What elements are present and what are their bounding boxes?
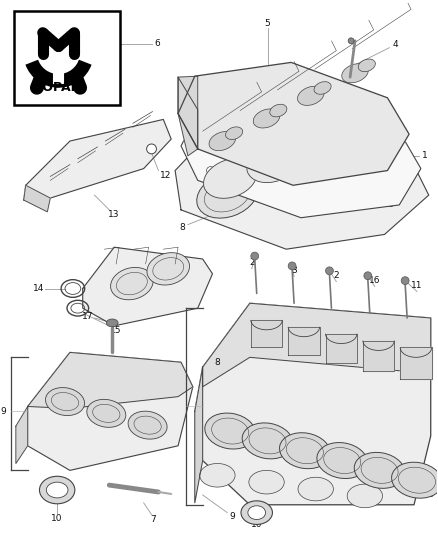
Text: 13: 13: [109, 211, 120, 219]
Ellipse shape: [106, 319, 118, 327]
Bar: [14, 11, 120, 104]
Ellipse shape: [297, 86, 324, 106]
Ellipse shape: [342, 63, 368, 83]
Ellipse shape: [298, 477, 333, 501]
Circle shape: [293, 135, 301, 143]
Ellipse shape: [247, 143, 300, 183]
Ellipse shape: [241, 501, 272, 524]
Ellipse shape: [226, 127, 243, 140]
Ellipse shape: [253, 109, 280, 128]
Polygon shape: [178, 62, 409, 185]
Ellipse shape: [347, 484, 382, 508]
Ellipse shape: [87, 399, 126, 427]
Text: 10: 10: [251, 520, 262, 529]
Text: 14: 14: [33, 284, 44, 293]
Ellipse shape: [204, 158, 257, 198]
Ellipse shape: [290, 128, 343, 168]
Text: 5: 5: [265, 19, 270, 28]
Circle shape: [322, 124, 330, 132]
Ellipse shape: [282, 140, 343, 185]
Ellipse shape: [242, 423, 293, 459]
Ellipse shape: [270, 104, 287, 117]
Polygon shape: [178, 76, 198, 156]
Polygon shape: [195, 367, 203, 503]
Circle shape: [288, 262, 296, 270]
Ellipse shape: [248, 506, 265, 520]
Text: 8: 8: [179, 223, 185, 232]
Circle shape: [348, 38, 354, 44]
Polygon shape: [400, 348, 432, 379]
Ellipse shape: [279, 433, 330, 469]
Circle shape: [207, 167, 215, 174]
Polygon shape: [28, 352, 193, 470]
Text: 17: 17: [82, 311, 93, 320]
Ellipse shape: [325, 124, 385, 170]
Circle shape: [251, 252, 259, 260]
Polygon shape: [363, 341, 394, 371]
Ellipse shape: [110, 268, 153, 300]
Ellipse shape: [39, 477, 75, 504]
Text: 2: 2: [333, 271, 339, 280]
Polygon shape: [83, 247, 212, 326]
Text: 7: 7: [151, 515, 156, 524]
Text: 15: 15: [110, 326, 122, 335]
Ellipse shape: [46, 387, 85, 416]
Circle shape: [147, 144, 156, 154]
Text: 16: 16: [369, 276, 381, 285]
Circle shape: [325, 267, 333, 274]
Polygon shape: [24, 185, 50, 212]
Polygon shape: [325, 334, 357, 363]
Ellipse shape: [128, 411, 167, 439]
Ellipse shape: [205, 413, 255, 449]
Ellipse shape: [46, 482, 68, 498]
Text: 1: 1: [422, 151, 427, 160]
Polygon shape: [195, 303, 431, 505]
Polygon shape: [24, 119, 171, 200]
Ellipse shape: [197, 172, 258, 218]
Ellipse shape: [147, 253, 190, 285]
Text: 4: 4: [392, 40, 398, 49]
Polygon shape: [175, 117, 429, 249]
Ellipse shape: [200, 464, 235, 487]
Text: 6: 6: [155, 39, 160, 49]
Polygon shape: [288, 327, 320, 356]
Text: 8: 8: [428, 490, 434, 499]
Text: 3: 3: [291, 266, 297, 276]
Polygon shape: [28, 352, 193, 408]
Text: 8: 8: [215, 358, 220, 367]
Circle shape: [264, 145, 272, 153]
Ellipse shape: [239, 156, 300, 201]
Ellipse shape: [249, 470, 284, 494]
Polygon shape: [16, 407, 28, 464]
Ellipse shape: [209, 132, 236, 151]
Text: 9: 9: [229, 512, 235, 521]
Polygon shape: [203, 303, 431, 387]
Ellipse shape: [314, 82, 331, 94]
Text: 9: 9: [0, 407, 6, 416]
Circle shape: [401, 277, 409, 285]
Ellipse shape: [354, 453, 405, 488]
Text: 10: 10: [51, 514, 63, 523]
Polygon shape: [178, 77, 198, 149]
Circle shape: [234, 155, 242, 163]
Circle shape: [354, 114, 362, 122]
Text: 8: 8: [388, 200, 393, 209]
Text: 11: 11: [411, 281, 423, 290]
Polygon shape: [251, 320, 282, 348]
Text: MOPAR.: MOPAR.: [31, 82, 86, 94]
Text: 12: 12: [159, 171, 171, 180]
Polygon shape: [181, 97, 421, 217]
Text: 2: 2: [249, 259, 254, 268]
Ellipse shape: [333, 114, 387, 153]
Circle shape: [364, 272, 372, 280]
Ellipse shape: [392, 462, 438, 498]
Ellipse shape: [317, 442, 367, 479]
Ellipse shape: [358, 59, 375, 71]
